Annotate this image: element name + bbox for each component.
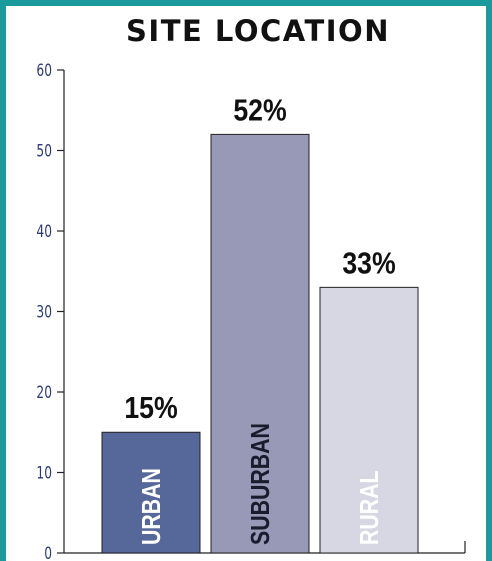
category-label-urban: URBAN <box>137 468 167 545</box>
y-tick-label: 60 <box>36 61 52 81</box>
y-tick-label: 30 <box>36 302 52 322</box>
bar-urban <box>101 431 201 554</box>
data-label-suburban: 52% <box>233 94 286 128</box>
data-label-rural: 33% <box>342 247 395 281</box>
y-tick-label: 50 <box>36 141 52 161</box>
chart-title: SITE LOCATION <box>126 14 390 48</box>
data-label-urban: 15% <box>124 391 177 425</box>
bar-rural <box>319 286 419 554</box>
category-label-rural: RURAL <box>355 470 385 545</box>
bar-suburban <box>210 133 310 554</box>
y-tick-label: 40 <box>36 222 52 242</box>
category-label-suburban: SUBURBAN <box>246 423 276 545</box>
y-tick-label: 0 <box>44 544 52 561</box>
y-tick-label: 10 <box>36 463 52 483</box>
y-tick-label: 20 <box>36 383 52 403</box>
